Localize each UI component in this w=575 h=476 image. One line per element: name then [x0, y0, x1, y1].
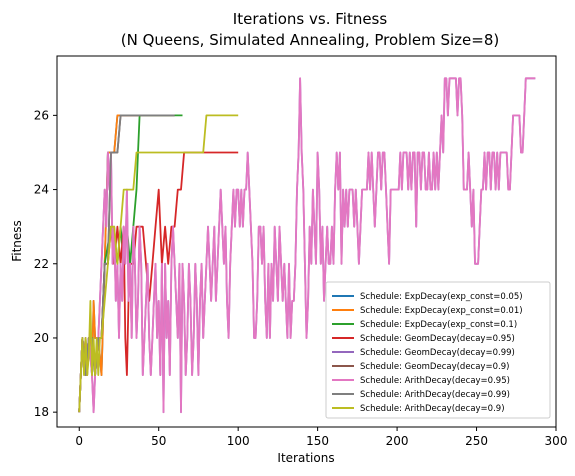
x-axis-ticks: 0 50 100 150 200 250 300 — [75, 427, 567, 448]
y-tick-label: 26 — [34, 108, 49, 122]
y-tick-label: 20 — [34, 331, 49, 345]
y-tick-label: 22 — [34, 257, 49, 271]
series-line-8 — [78, 114, 239, 413]
legend-box — [325, 281, 551, 419]
x-tick-label: 0 — [75, 434, 83, 448]
legend-label-2: Schedule: ExpDecay(exp_const=0.1) — [360, 320, 517, 330]
y-tick-label: 18 — [34, 405, 49, 419]
chart-subtitle: (N Queens, Simulated Annealing, Problem … — [121, 31, 499, 49]
legend: Schedule: ExpDecay(exp_const=0.05) Schedu… — [325, 281, 551, 419]
chart-title: Iterations vs. Fitness — [233, 10, 388, 28]
legend-label-7: Schedule: ArithDecay(decay=0.99) — [360, 390, 510, 400]
legend-label-4: Schedule: GeomDecay(decay=0.99) — [360, 348, 515, 358]
legend-label-0: Schedule: ExpDecay(exp_const=0.05) — [360, 292, 523, 302]
x-tick-label: 300 — [545, 434, 568, 448]
y-axis-label: Fitness — [10, 220, 24, 262]
y-tick-label: 24 — [34, 183, 49, 197]
y-axis-ticks: 18 20 22 24 26 — [34, 108, 57, 419]
legend-label-5: Schedule: GeomDecay(decay=0.9) — [360, 362, 509, 372]
x-tick-label: 50 — [151, 434, 166, 448]
x-tick-label: 200 — [386, 434, 409, 448]
legend-label-3: Schedule: GeomDecay(decay=0.95) — [360, 334, 515, 344]
series-line-6 — [78, 77, 536, 414]
legend-label-1: Schedule: ExpDecay(exp_const=0.01) — [360, 306, 523, 316]
x-axis-label: Iterations — [277, 451, 334, 465]
x-tick-label: 100 — [227, 434, 250, 448]
legend-label-6: Schedule: ArithDecay(decay=0.95) — [360, 376, 510, 386]
plot-area-frame — [56, 55, 557, 428]
x-tick-label: 250 — [465, 434, 488, 448]
series-line-7 — [78, 114, 175, 413]
x-tick-label: 150 — [306, 434, 329, 448]
legend-label-8: Schedule: ArithDecay(decay=0.9) — [360, 404, 505, 414]
series-lines — [78, 77, 536, 414]
